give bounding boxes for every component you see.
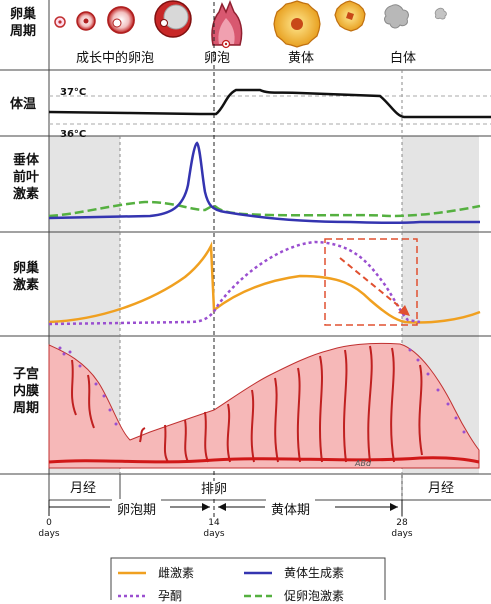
corpus-luteum-small [334, 0, 366, 32]
phase-ovulation: 排卵 [199, 481, 230, 498]
day-28: 28 days [391, 518, 413, 539]
phase-menses-left: 月经 [70, 481, 97, 496]
highlight-box [324, 238, 418, 326]
temp-36-label: 36°C [60, 129, 87, 140]
day-0: 0 days [38, 518, 60, 539]
caption-corpus-albicans: 白体 [390, 50, 467, 67]
legend-estrogen-label: 雌激素 [158, 566, 195, 580]
corpus-albicans-large [384, 4, 409, 29]
legend-progesterone-label: 孕酮 [158, 589, 183, 603]
label-ovary-cycle: 卵巢 周期 [10, 7, 37, 39]
corpus-luteum-large [273, 0, 321, 48]
lh-curve [48, 141, 480, 224]
endometrium-lining: ABd [48, 342, 480, 469]
artist-signature: ABd [354, 459, 372, 468]
decline-arrow [339, 257, 407, 313]
estrogen-curve [48, 241, 481, 324]
label-temperature: 体温 [10, 97, 37, 112]
label-ovarian-hormones: 卵巢 激素 [13, 261, 40, 293]
legend-lh-label: 黄体生成素 [284, 566, 345, 580]
basal-vessel [48, 456, 480, 464]
shedding-debris [58, 346, 466, 434]
progesterone-curve [48, 240, 421, 326]
temp-37-label: 37°C [60, 87, 87, 98]
label-pituitary: 垂体 前叶 激素 [13, 153, 40, 202]
ovary-follicles [54, 0, 447, 49]
day-14: 14 days [203, 518, 225, 539]
endometrial-glands [71, 345, 423, 463]
caption-follicle-growing: 成长中的卵泡 [76, 51, 155, 66]
label-endometrium: 子宫 内膜 周期 [13, 367, 40, 416]
caption-corpus-luteum: 黄体 [288, 51, 315, 66]
temperature-curve [48, 88, 491, 119]
phase-menses-right: 月经 [428, 481, 455, 496]
phase-follicular: 卵泡期 [112, 499, 162, 518]
phase-luteal: 黄体期 [266, 499, 316, 518]
legend-fsh-label: 促卵泡激素 [284, 589, 345, 603]
caption-ovulation-follicle: 卵泡 [204, 51, 231, 66]
corpus-albicans-small [434, 7, 447, 20]
